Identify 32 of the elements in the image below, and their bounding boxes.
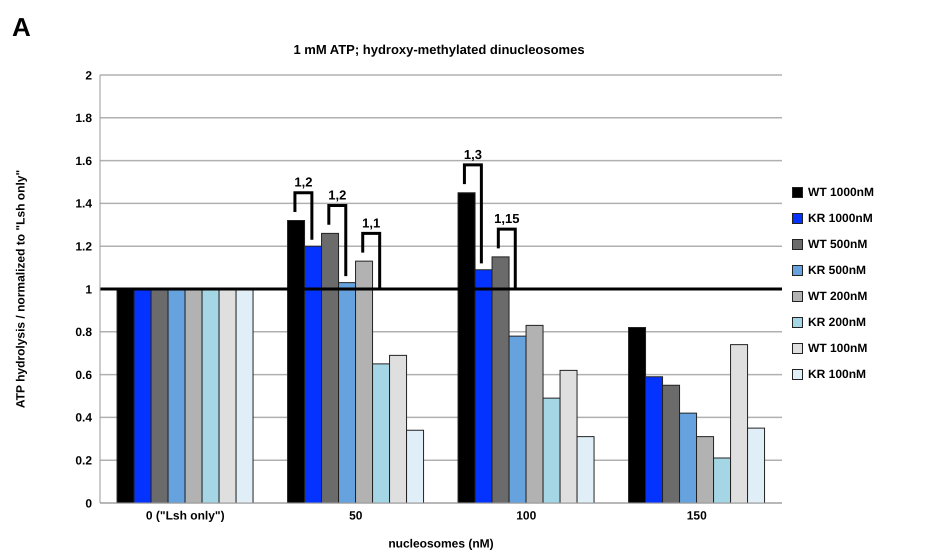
y-tick-label: 0.4 <box>75 410 92 425</box>
y-tick-label: 0.2 <box>75 453 92 468</box>
y-tick-label: 1.6 <box>75 154 92 168</box>
legend-label: WT 500nM <box>808 237 868 251</box>
y-tick-label: 2 <box>85 68 92 82</box>
x-tick-label: 0 ("Lsh only") <box>146 508 225 523</box>
annotation: 1,3 <box>464 146 482 162</box>
legend-label: WT 1000nM <box>808 185 874 199</box>
x-tick-label: 100 <box>516 508 537 523</box>
text: A <box>12 12 31 43</box>
legend-label: KR 100nM <box>808 367 866 381</box>
legend-label: KR 1000nM <box>808 211 873 225</box>
legend-label: KR 500nM <box>808 263 866 277</box>
y-tick-label: 0 <box>85 496 92 510</box>
annotation: 1,1 <box>362 215 380 230</box>
chart-title: 1 mM ATP; hydroxy-methylated dinucleosomes <box>292 42 586 57</box>
x-tick-label: 150 <box>686 508 708 523</box>
legend-label: WT 100nM <box>808 341 868 355</box>
x-tick-label: 50 <box>349 508 363 523</box>
y-tick-label: 1 <box>85 282 92 296</box>
annotation: 1,2 <box>328 188 346 203</box>
legend-label: KR 200nM <box>808 315 866 329</box>
x-axis-title: nucleosomes (nM) <box>388 536 494 551</box>
annotation: 1,2 <box>294 174 312 190</box>
annotation: 1,15 <box>494 211 520 226</box>
y-tick-label: 1.8 <box>75 111 92 126</box>
y-tick-label: 0.6 <box>75 368 92 382</box>
y-tick-label: 1.2 <box>75 239 92 254</box>
y-axis-title: ATP hydrolysis / normalized to "Lsh only" <box>13 170 28 408</box>
legend-label: WT 200nM <box>808 289 868 303</box>
y-tick-label: 1.4 <box>75 196 92 211</box>
y-tick-label: 0.8 <box>75 325 92 340</box>
